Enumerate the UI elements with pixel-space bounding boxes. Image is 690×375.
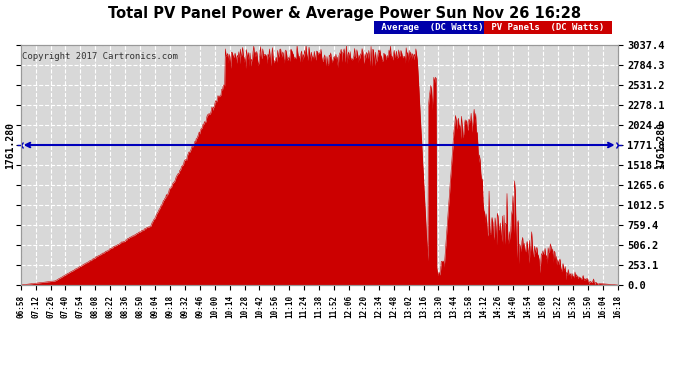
Text: Total PV Panel Power & Average Power Sun Nov 26 16:28: Total PV Panel Power & Average Power Sun… xyxy=(108,6,582,21)
Text: PV Panels  (DC Watts): PV Panels (DC Watts) xyxy=(486,23,610,32)
Text: 1761.280: 1761.280 xyxy=(5,122,14,168)
Text: Copyright 2017 Cartronics.com: Copyright 2017 Cartronics.com xyxy=(22,52,178,61)
Text: Average  (DC Watts): Average (DC Watts) xyxy=(376,23,489,32)
Text: 1761.280: 1761.280 xyxy=(656,122,667,168)
